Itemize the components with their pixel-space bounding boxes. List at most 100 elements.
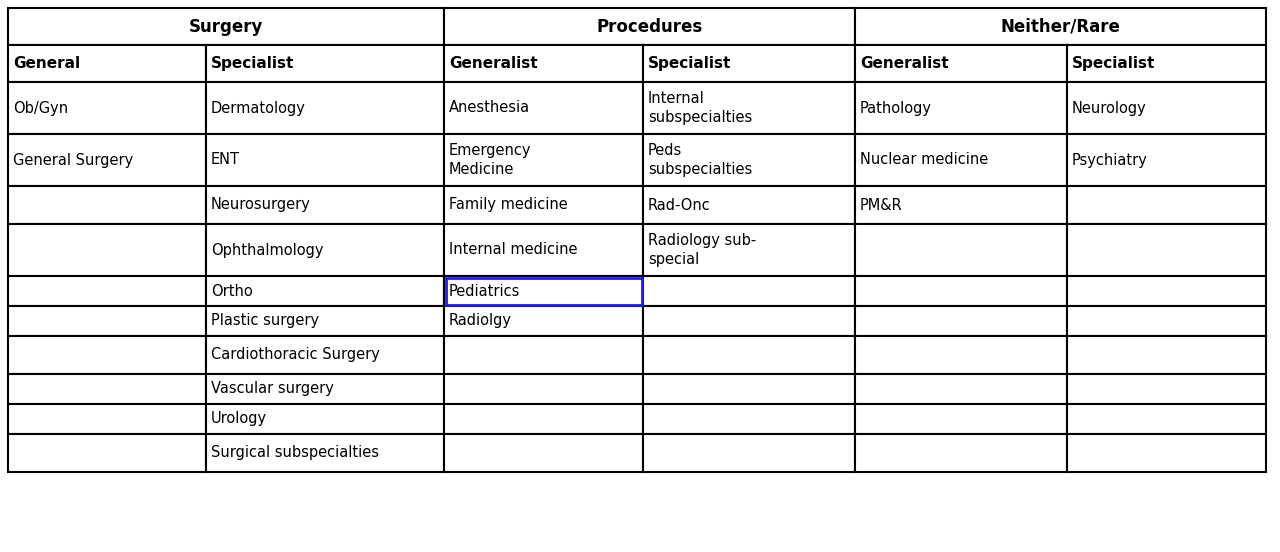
- Bar: [206, 336, 444, 374]
- Bar: [855, 224, 1068, 276]
- Bar: [855, 404, 1068, 434]
- Text: Rad-Onc: Rad-Onc: [648, 198, 710, 213]
- Bar: [643, 82, 855, 134]
- Bar: [206, 186, 444, 224]
- Text: Plastic surgery: Plastic surgery: [211, 314, 319, 328]
- Text: Neither/Rare: Neither/Rare: [1001, 18, 1120, 35]
- Bar: [444, 8, 855, 45]
- Bar: [8, 404, 206, 434]
- Bar: [855, 336, 1068, 374]
- Bar: [8, 134, 206, 186]
- Bar: [445, 278, 641, 305]
- Bar: [643, 134, 855, 186]
- Text: Internal
subspecialties: Internal subspecialties: [648, 91, 753, 125]
- Bar: [1068, 404, 1266, 434]
- Bar: [444, 276, 643, 306]
- Bar: [206, 224, 444, 276]
- Text: Specialist: Specialist: [648, 56, 731, 71]
- Text: Pathology: Pathology: [860, 100, 932, 115]
- Bar: [1068, 82, 1266, 134]
- Bar: [206, 306, 444, 336]
- Bar: [206, 82, 444, 134]
- Text: Neurosurgery: Neurosurgery: [211, 198, 311, 213]
- Text: Cardiothoracic Surgery: Cardiothoracic Surgery: [211, 348, 380, 363]
- Text: Surgery: Surgery: [189, 18, 264, 35]
- Bar: [444, 374, 643, 404]
- Bar: [643, 186, 855, 224]
- Bar: [643, 374, 855, 404]
- Text: Ob/Gyn: Ob/Gyn: [13, 100, 68, 115]
- Bar: [8, 336, 206, 374]
- Bar: [8, 186, 206, 224]
- Bar: [206, 374, 444, 404]
- Text: Ophthalmology: Ophthalmology: [211, 242, 324, 257]
- Text: General: General: [13, 56, 81, 71]
- Text: Dermatology: Dermatology: [211, 100, 306, 115]
- Bar: [855, 306, 1068, 336]
- Bar: [1068, 45, 1266, 82]
- Text: Pediatrics: Pediatrics: [449, 284, 521, 299]
- Bar: [444, 306, 643, 336]
- Text: Emergency
Medicine: Emergency Medicine: [449, 143, 531, 177]
- Bar: [1068, 336, 1266, 374]
- Text: Specialist: Specialist: [1073, 56, 1156, 71]
- Bar: [8, 224, 206, 276]
- Bar: [8, 276, 206, 306]
- Text: Peds
subspecialties: Peds subspecialties: [648, 143, 753, 177]
- Bar: [643, 276, 855, 306]
- Text: Neurology: Neurology: [1073, 100, 1147, 115]
- Bar: [855, 186, 1068, 224]
- Bar: [1068, 276, 1266, 306]
- Bar: [8, 45, 206, 82]
- Bar: [206, 276, 444, 306]
- Text: Ortho: Ortho: [211, 284, 252, 299]
- Bar: [855, 45, 1068, 82]
- Bar: [855, 374, 1068, 404]
- Bar: [855, 276, 1068, 306]
- Bar: [8, 8, 444, 45]
- Text: General Surgery: General Surgery: [13, 152, 133, 167]
- Text: Generalist: Generalist: [449, 56, 538, 71]
- Bar: [206, 404, 444, 434]
- Bar: [855, 434, 1068, 472]
- Bar: [8, 306, 206, 336]
- Text: Surgical subspecialties: Surgical subspecialties: [211, 445, 379, 460]
- Bar: [206, 134, 444, 186]
- Bar: [1068, 374, 1266, 404]
- Text: Internal medicine: Internal medicine: [449, 242, 577, 257]
- Bar: [855, 82, 1068, 134]
- Bar: [444, 45, 643, 82]
- Bar: [1068, 306, 1266, 336]
- Text: Specialist: Specialist: [211, 56, 294, 71]
- Text: PM&R: PM&R: [860, 198, 902, 213]
- Bar: [643, 434, 855, 472]
- Bar: [1068, 434, 1266, 472]
- Bar: [643, 45, 855, 82]
- Bar: [1068, 224, 1266, 276]
- Bar: [444, 134, 643, 186]
- Bar: [444, 82, 643, 134]
- Text: Anesthesia: Anesthesia: [449, 100, 530, 115]
- Bar: [444, 186, 643, 224]
- Text: Urology: Urology: [211, 411, 268, 427]
- Text: ENT: ENT: [211, 152, 241, 167]
- Bar: [8, 434, 206, 472]
- Bar: [444, 224, 643, 276]
- Text: Family medicine: Family medicine: [449, 198, 568, 213]
- Bar: [643, 306, 855, 336]
- Bar: [855, 8, 1266, 45]
- Bar: [1068, 134, 1266, 186]
- Bar: [444, 434, 643, 472]
- Bar: [206, 45, 444, 82]
- Bar: [1068, 186, 1266, 224]
- Bar: [643, 336, 855, 374]
- Text: Procedures: Procedures: [596, 18, 703, 35]
- Text: Vascular surgery: Vascular surgery: [211, 381, 334, 396]
- Bar: [855, 134, 1068, 186]
- Text: Radiolgy: Radiolgy: [449, 314, 512, 328]
- Bar: [643, 404, 855, 434]
- Text: Generalist: Generalist: [860, 56, 948, 71]
- Bar: [643, 224, 855, 276]
- Bar: [8, 374, 206, 404]
- Bar: [444, 336, 643, 374]
